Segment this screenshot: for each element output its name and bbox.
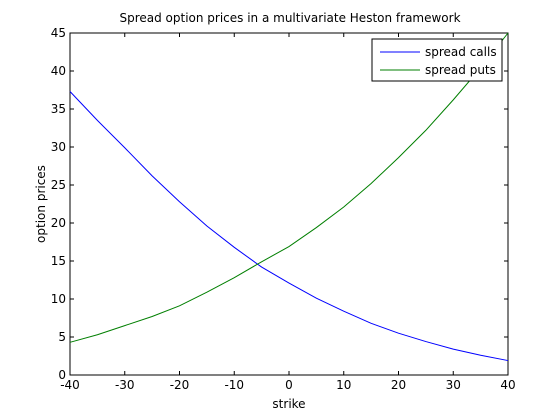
x-axis-label: strike <box>272 397 305 411</box>
plot-area <box>69 32 509 376</box>
x-tick-label: -20 <box>170 378 190 392</box>
y-tick-label: 45 <box>51 26 66 40</box>
series-line-spread-puts <box>69 32 509 343</box>
x-tick-label: 40 <box>500 378 515 392</box>
x-axis: -40 -30 -20 -10 0 10 20 30 40 <box>60 33 516 392</box>
y-tick-label: 15 <box>51 254 66 268</box>
y-tick-label: 40 <box>51 64 66 78</box>
legend-label-spread-calls: spread calls <box>425 45 497 59</box>
legend-box <box>371 38 503 82</box>
y-tick-label: 35 <box>51 102 66 116</box>
x-tick-label: 30 <box>446 378 461 392</box>
y-tick-label: 30 <box>51 140 66 154</box>
y-tick-label: 0 <box>58 368 66 382</box>
x-tick-label: -10 <box>224 378 244 392</box>
legend: spread calls spread puts <box>371 38 503 82</box>
x-tick-label: -30 <box>115 378 135 392</box>
y-axis: 0 5 10 15 20 25 30 35 40 45 <box>51 26 508 382</box>
series-line-spread-calls <box>69 91 509 362</box>
x-tick-label: 10 <box>336 378 351 392</box>
x-tick-label: 0 <box>285 378 293 392</box>
y-tick-label: 10 <box>51 292 66 306</box>
y-tick-label: 5 <box>58 330 66 344</box>
chart-title: Spread option prices in a multivariate H… <box>119 11 460 25</box>
x-tick-label: -40 <box>60 378 80 392</box>
y-tick-label: 20 <box>51 216 66 230</box>
series-layer <box>69 32 509 362</box>
y-axis-label: option prices <box>34 165 48 243</box>
legend-label-spread-puts: spread puts <box>425 63 496 77</box>
x-tick-label: 20 <box>391 378 406 392</box>
y-tick-label: 25 <box>51 178 66 192</box>
